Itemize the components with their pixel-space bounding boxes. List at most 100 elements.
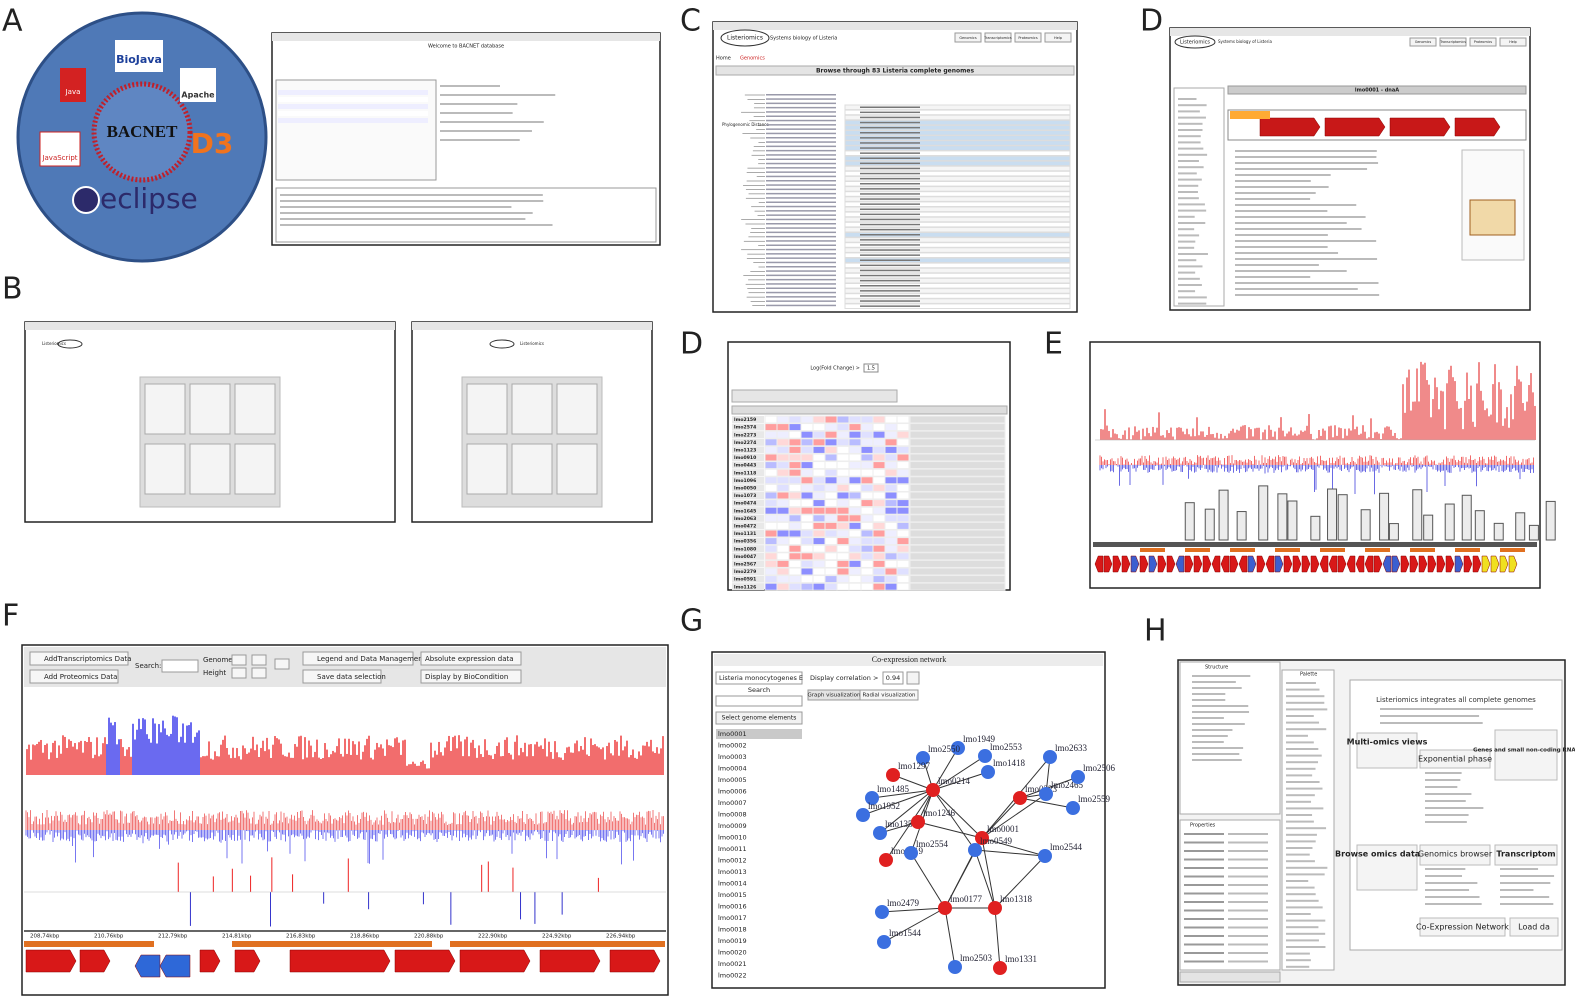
table-row (844, 124, 1071, 131)
text-line (1192, 687, 1242, 689)
gene-arrow (1324, 117, 1386, 137)
gene-arrow (1112, 555, 1122, 573)
text-line (280, 218, 526, 220)
expression-bar (198, 730, 200, 775)
expression-bar (220, 744, 222, 775)
text-line (1235, 168, 1368, 170)
text-line (1178, 228, 1195, 231)
heat-cell (896, 438, 910, 447)
expression-bar (512, 759, 514, 775)
dropdown[interactable] (420, 669, 522, 684)
expression-bar (262, 740, 264, 775)
toolbar-button[interactable] (302, 669, 382, 684)
annotation-cell (909, 415, 1006, 424)
expression-bar (66, 747, 68, 775)
expression-bar (1170, 427, 1172, 440)
toolbar-button[interactable] (29, 669, 119, 684)
expression-bar (482, 756, 484, 775)
heat-cell (764, 521, 778, 530)
small-button[interactable] (251, 667, 267, 679)
text-line (440, 112, 513, 114)
expression-bar (1210, 434, 1212, 440)
search-input[interactable] (715, 695, 803, 707)
annotation (1410, 548, 1435, 552)
expression-bar (424, 763, 426, 775)
expression-bar (488, 754, 490, 775)
text-line (1178, 116, 1206, 119)
text-line (1178, 98, 1197, 100)
text-line (1286, 688, 1320, 691)
expression-bar (68, 739, 70, 775)
expression-bar (156, 743, 158, 775)
heat-cell (872, 430, 886, 439)
text-line (1286, 695, 1325, 698)
gene-item: lmo0002 (718, 742, 747, 750)
tab[interactable] (859, 689, 919, 701)
small-button[interactable] (231, 654, 247, 666)
logo-badge (115, 40, 163, 72)
gene-arrow (459, 949, 531, 973)
small-button[interactable] (231, 667, 247, 679)
gene-cell (732, 530, 764, 537)
leaf-label (766, 115, 836, 117)
expression-bar (356, 754, 358, 775)
heat-cell (836, 476, 850, 485)
search-input[interactable] (161, 659, 199, 673)
expression-bar (138, 718, 140, 775)
toolbar-button[interactable] (29, 651, 129, 666)
expression-bar (1380, 438, 1382, 440)
dropdown[interactable] (420, 651, 522, 666)
expression-bar (408, 764, 410, 775)
expression-bar (1438, 409, 1440, 440)
heat-cell (812, 438, 826, 447)
table-row (844, 181, 1071, 187)
ruler-label: 222,90kbp (478, 934, 508, 940)
heat-cell (788, 461, 802, 470)
expression-bar (1512, 419, 1514, 440)
content-box (1509, 917, 1559, 937)
gene-arrow (1148, 555, 1158, 573)
gene-arrow (1256, 555, 1266, 573)
gene-id: lmo1073 (734, 493, 756, 499)
text-line (1235, 288, 1358, 290)
toolbar-button[interactable] (302, 651, 414, 666)
expression-bar (322, 758, 324, 775)
gene-item: lmo0013 (718, 868, 747, 876)
expression-bar (1498, 382, 1500, 440)
expression-bar (654, 752, 656, 775)
table-title: Browse through 83 Listeria complete geno… (816, 68, 975, 75)
expression-bar (532, 756, 534, 775)
heat-cell (872, 544, 886, 553)
expression-bar (1242, 425, 1244, 440)
button-label: Genomics (959, 36, 977, 40)
button[interactable] (715, 711, 803, 725)
heat-cell (824, 514, 838, 523)
text-line (280, 194, 543, 196)
leaf-label (766, 253, 836, 255)
expression-bar (638, 751, 640, 775)
expression-bar (1402, 384, 1404, 440)
small-button[interactable] (251, 654, 267, 666)
text-line (1286, 886, 1315, 889)
heat-cell (848, 430, 862, 439)
text-line (1192, 729, 1233, 731)
text-line (1286, 840, 1316, 843)
button-label: AddTranscriptomics Data (44, 655, 131, 663)
expression-bar (588, 756, 590, 775)
expression-bar (302, 759, 304, 775)
button[interactable] (906, 671, 920, 685)
expression-bar (584, 737, 586, 775)
content-box (1419, 917, 1506, 937)
genome-select[interactable] (715, 671, 803, 685)
expression-bar (332, 750, 334, 775)
expression-bar (1370, 418, 1372, 440)
heat-cell (764, 483, 778, 492)
expression-bar (180, 736, 182, 775)
text-line (860, 239, 920, 241)
proteome-bar (1360, 509, 1371, 541)
small-button[interactable] (274, 658, 290, 670)
heat-cell (896, 476, 910, 485)
heat-cell (860, 461, 874, 470)
network-edge (944, 849, 976, 909)
heat-cell (860, 529, 874, 538)
